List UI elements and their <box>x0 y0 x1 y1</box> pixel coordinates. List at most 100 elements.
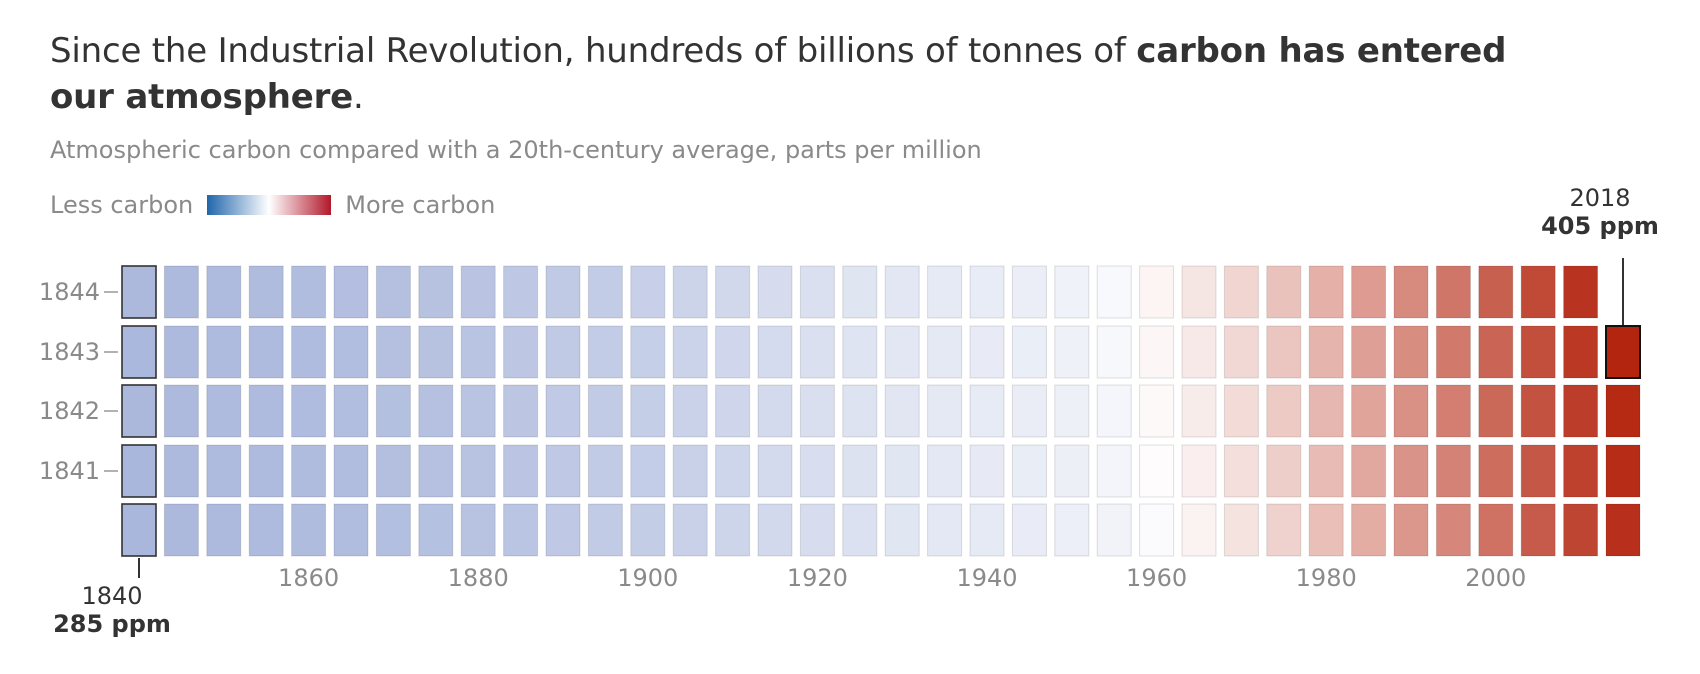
heatmap-cell <box>375 503 411 557</box>
heatmap-cell <box>1011 444 1047 498</box>
heatmap-cell <box>630 384 666 438</box>
end-ppm-label: 405 ppm <box>1541 212 1659 240</box>
heatmap-cell <box>460 444 496 498</box>
heatmap-cell <box>1223 265 1259 319</box>
y-tick-label: 1843 <box>39 338 100 366</box>
heatmap-cell <box>1266 444 1302 498</box>
heatmap-cell <box>1266 384 1302 438</box>
heatmap-cell <box>884 384 920 438</box>
heatmap-cell <box>1478 444 1514 498</box>
heatmap-cell <box>927 503 963 557</box>
heatmap-cell <box>1563 503 1599 557</box>
heatmap-cell <box>206 384 242 438</box>
heatmap-cell <box>460 325 496 379</box>
heatmap-cell <box>291 325 327 379</box>
x-tick-label: 1920 <box>787 564 848 592</box>
heatmap-cell <box>1435 325 1471 379</box>
heatmap-cell <box>715 444 751 498</box>
heatmap-cell <box>842 503 878 557</box>
color-legend: Less carbon More carbon <box>50 190 495 220</box>
heatmap-cell <box>418 325 454 379</box>
heatmap-cell <box>1096 325 1132 379</box>
heatmap-cell <box>799 265 835 319</box>
heatmap-cell <box>1435 444 1471 498</box>
y-tick-label: 1844 <box>39 278 100 306</box>
heatmap-cell <box>1139 265 1175 319</box>
heatmap-cell <box>121 444 157 498</box>
heatmap-cell <box>333 265 369 319</box>
heatmap-cell <box>1054 444 1090 498</box>
heatmap-cell <box>1223 503 1259 557</box>
heatmap-cell <box>842 444 878 498</box>
heatmap-cell <box>884 325 920 379</box>
heatmap-cell <box>1435 503 1471 557</box>
heatmap-cell <box>1223 384 1259 438</box>
heatmap-cell <box>1351 444 1387 498</box>
heatmap-cell <box>291 384 327 438</box>
heatmap-cell <box>587 325 623 379</box>
heatmap-cell <box>757 384 793 438</box>
heatmap-cell <box>587 503 623 557</box>
heatmap-cell <box>545 444 581 498</box>
heatmap-cell <box>418 384 454 438</box>
heatmap-cell <box>248 265 284 319</box>
legend-color-ramp <box>207 195 332 215</box>
heatmap-cell <box>1266 265 1302 319</box>
heatmap-cell <box>503 503 539 557</box>
heatmap-cell <box>715 384 751 438</box>
heatmap-cell <box>1054 325 1090 379</box>
heatmap-cell <box>1478 384 1514 438</box>
heatmap-cell <box>630 265 666 319</box>
heatmap-cell <box>630 503 666 557</box>
heatmap-cell <box>1520 384 1556 438</box>
heatmap-cell <box>1011 384 1047 438</box>
heatmap-cell <box>799 503 835 557</box>
heatmap-cell <box>248 444 284 498</box>
x-tick-label: 1880 <box>448 564 509 592</box>
heatmap-cell <box>1139 325 1175 379</box>
heatmap-cell <box>163 384 199 438</box>
heatmap-cell <box>969 444 1005 498</box>
heatmap-cell <box>248 384 284 438</box>
heatmap-cell <box>163 503 199 557</box>
heatmap-cell <box>715 325 751 379</box>
heatmap-cell <box>630 325 666 379</box>
heatmap-cell <box>1096 265 1132 319</box>
heatmap-cell <box>630 444 666 498</box>
heatmap-cell <box>1563 444 1599 498</box>
heatmap-cell <box>1054 265 1090 319</box>
heatmap-cell <box>121 384 157 438</box>
heatmap-cell <box>927 265 963 319</box>
heatmap-cell <box>1139 444 1175 498</box>
heatmap-cell <box>842 265 878 319</box>
heatmap-cell <box>884 265 920 319</box>
heatmap-cell <box>969 265 1005 319</box>
heatmap-cell <box>1181 503 1217 557</box>
heatmap-cell <box>460 503 496 557</box>
heatmap-cell <box>672 444 708 498</box>
legend-low-label: Less carbon <box>50 191 194 219</box>
heatmap-cell <box>1054 384 1090 438</box>
heatmap-cell <box>503 265 539 319</box>
heatmap-cell <box>1605 503 1641 557</box>
legend-high-label: More carbon <box>345 191 496 219</box>
heatmap-cell <box>1096 444 1132 498</box>
title-bold: carbon has entered our atmosphere <box>50 31 1507 117</box>
heatmap-cell <box>1054 503 1090 557</box>
heatmap-cell <box>1605 384 1641 438</box>
title-tail: . <box>353 77 364 117</box>
heatmap-cell <box>1223 325 1259 379</box>
heatmap-cell <box>672 384 708 438</box>
heatmap-cell <box>1393 384 1429 438</box>
heatmap-cell <box>969 325 1005 379</box>
heatmap-cell <box>1478 325 1514 379</box>
heatmap-cell <box>248 325 284 379</box>
heatmap-cell <box>672 265 708 319</box>
heatmap-cell <box>842 325 878 379</box>
heatmap-cell <box>460 265 496 319</box>
heatmap-cell <box>1266 325 1302 379</box>
x-tick-label: 2000 <box>1465 564 1526 592</box>
heatmap-cell <box>1563 325 1599 379</box>
heatmap-cell <box>927 325 963 379</box>
heatmap-cell <box>1520 444 1556 498</box>
